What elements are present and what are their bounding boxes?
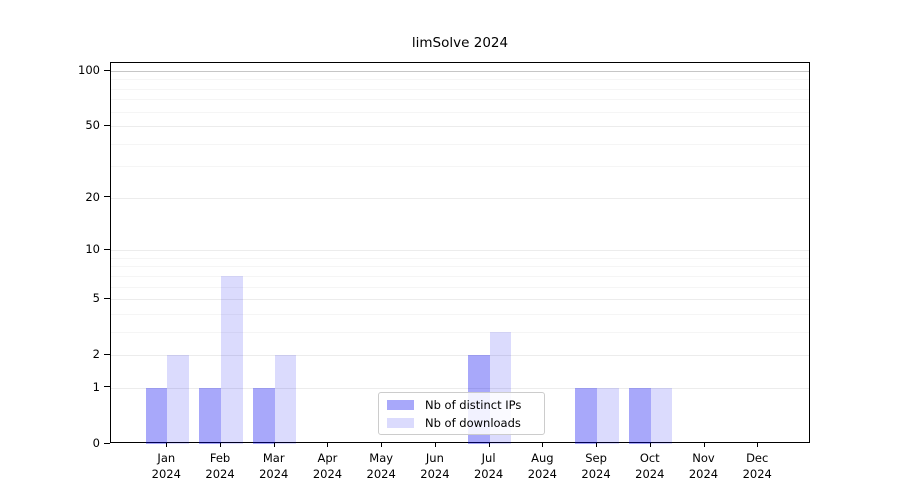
bar-distinct-ips — [253, 387, 275, 444]
x-tick-label: May 2024 — [351, 451, 411, 482]
bar-distinct-ips — [199, 387, 221, 444]
y-tick-label: 50 — [85, 118, 100, 133]
x-tick-mark — [434, 443, 437, 447]
minor-gridline — [111, 88, 809, 90]
y-tick-label: 10 — [85, 242, 100, 257]
x-tick-label: Nov 2024 — [674, 451, 734, 482]
x-tick-mark — [220, 443, 222, 447]
major-gridline — [111, 71, 809, 72]
y-tick-mark — [104, 297, 110, 300]
x-tick-label: Oct 2024 — [620, 451, 680, 482]
x-tick-label: Sep 2024 — [566, 451, 626, 482]
x-tick-mark — [327, 443, 329, 447]
y-tick-mark — [104, 248, 110, 251]
x-tick-label: Mar 2024 — [244, 451, 304, 482]
legend: Nb of distinct IPs Nb of downloads — [378, 392, 545, 435]
x-tick-mark — [757, 443, 759, 447]
x-tick-mark — [542, 443, 544, 447]
x-tick-label: Feb 2024 — [190, 451, 250, 482]
major-gridline — [111, 355, 809, 357]
x-tick-label: Apr 2024 — [297, 451, 357, 482]
x-tick-label-year: 2024 — [688, 466, 719, 481]
major-gridline — [111, 250, 809, 252]
bar-distinct-ips — [575, 387, 598, 444]
y-tick-label: 5 — [92, 291, 100, 306]
y-tick-mark — [104, 196, 110, 198]
y-tick-label: 100 — [78, 63, 100, 77]
plot-area — [110, 62, 810, 444]
minor-gridline — [111, 266, 809, 268]
x-tick-label-year: 2024 — [366, 466, 396, 481]
minor-gridline — [111, 286, 809, 288]
bar-downloads — [167, 355, 189, 444]
y-tick-label: 2 — [92, 347, 100, 362]
bar-downloads — [597, 387, 619, 444]
bar-distinct-ips — [145, 387, 168, 444]
y-tick-mark — [104, 386, 110, 388]
y-tick-mark — [104, 442, 110, 445]
x-tick-label: Jul 2024 — [459, 451, 519, 482]
x-tick-label-year: 2024 — [312, 466, 343, 481]
x-tick-label: Jun 2024 — [405, 451, 465, 482]
bar-downloads — [650, 387, 673, 444]
bar-distinct-ips — [629, 387, 651, 444]
bar-downloads — [221, 275, 243, 444]
minor-gridline — [111, 313, 809, 315]
minor-gridline — [111, 257, 809, 259]
legend-swatch-downloads — [387, 417, 414, 428]
x-tick-label: Aug 2024 — [512, 451, 572, 482]
minor-gridline — [111, 275, 809, 277]
major-gridline — [111, 299, 809, 301]
x-tick-label: Dec 2024 — [727, 451, 787, 482]
major-gridline — [111, 126, 809, 128]
y-tick-label: 1 — [92, 379, 100, 394]
minor-gridline — [111, 79, 809, 81]
x-tick-label-year: 2024 — [259, 466, 289, 481]
major-gridline — [111, 197, 809, 199]
x-tick-label-year: 2024 — [742, 466, 772, 481]
y-tick-mark — [104, 353, 110, 356]
legend-label-downloads: Nb of downloads — [425, 415, 521, 430]
legend-label-distinct-ips: Nb of distinct IPs — [425, 397, 522, 412]
minor-gridline — [111, 166, 809, 168]
x-tick-label-year: 2024 — [581, 466, 611, 481]
x-tick-label: Jan 2024 — [136, 451, 196, 482]
x-tick-mark — [488, 443, 491, 447]
x-tick-mark — [649, 443, 652, 447]
x-tick-mark — [166, 443, 168, 447]
x-tick-label-year: 2024 — [205, 466, 235, 481]
x-tick-mark — [381, 443, 383, 447]
x-tick-label-year: 2024 — [527, 466, 557, 481]
major-gridline — [111, 387, 809, 389]
x-tick-label-year: 2024 — [635, 466, 665, 481]
chart-title: limSolve 2024 — [411, 35, 509, 51]
x-tick-label-year: 2024 — [151, 466, 181, 481]
x-tick-label-year: 2024 — [420, 466, 450, 481]
y-tick-mark — [104, 124, 110, 127]
minor-gridline — [111, 143, 809, 145]
minor-gridline — [111, 111, 809, 113]
legend-row-distinct-ips: Nb of distinct IPs — [387, 398, 536, 412]
y-tick-label: 0 — [92, 436, 100, 450]
legend-row-downloads: Nb of downloads — [387, 416, 536, 430]
bar-downloads — [274, 355, 297, 444]
x-tick-mark — [703, 443, 706, 447]
y-tick-label: 20 — [85, 189, 100, 204]
legend-swatch-distinct-ips — [387, 399, 414, 410]
x-tick-label-year: 2024 — [473, 466, 504, 481]
x-tick-mark — [273, 443, 276, 447]
minor-gridline — [111, 331, 809, 333]
minor-gridline — [111, 99, 809, 101]
y-tick-mark — [104, 69, 110, 72]
x-tick-mark — [596, 443, 598, 447]
